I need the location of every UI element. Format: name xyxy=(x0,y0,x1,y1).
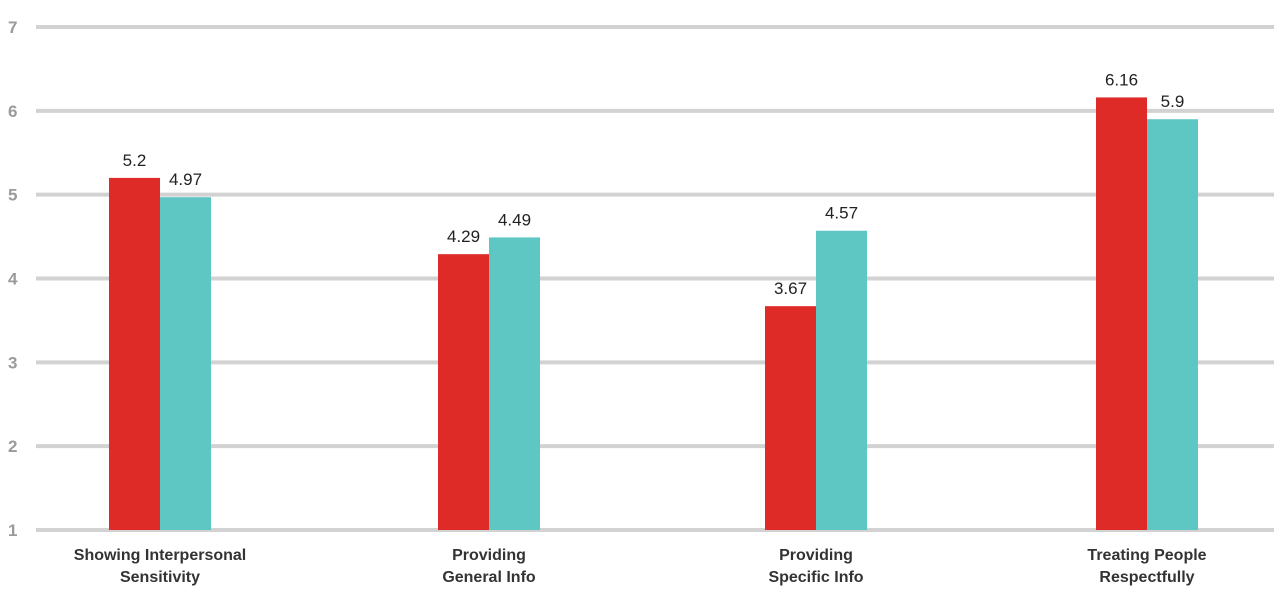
y-tick-label: 1 xyxy=(8,521,17,540)
data-label: 4.97 xyxy=(169,170,202,189)
data-label: 5.9 xyxy=(1161,92,1185,111)
bar xyxy=(1096,97,1147,531)
y-tick-label: 6 xyxy=(8,102,17,121)
y-tick-label: 2 xyxy=(8,437,17,456)
value-labels: 5.2 4.29 3.67 6.16 4.97 4.49 4.57 5.9 xyxy=(123,70,1185,298)
x-tick-label: Providing xyxy=(779,547,853,564)
category-labels: Showing Interpersonal Sensitivity Providin… xyxy=(74,547,1207,586)
x-tick-label: Treating People xyxy=(1087,547,1206,564)
y-tick-label: 7 xyxy=(8,18,17,37)
y-tick-label: 3 xyxy=(8,353,17,372)
y-tick-label: 4 xyxy=(8,270,18,289)
bar xyxy=(438,254,489,530)
bar xyxy=(160,197,211,530)
y-tick-label: 5 xyxy=(8,186,17,205)
data-label: 4.29 xyxy=(447,227,480,246)
x-tick-label: Specific Info xyxy=(768,569,863,586)
x-tick-label: Respectfully xyxy=(1099,569,1194,586)
gridlines xyxy=(36,25,1274,532)
bar xyxy=(816,230,867,530)
bar xyxy=(109,177,160,530)
x-tick-label: General Info xyxy=(442,569,536,586)
y-axis-ticks: 1 2 3 4 5 6 7 xyxy=(8,18,18,540)
x-tick-label: Sensitivity xyxy=(120,569,200,586)
data-label: 3.67 xyxy=(774,279,807,298)
data-label: 6.16 xyxy=(1105,70,1138,89)
bar xyxy=(765,306,816,530)
bar xyxy=(1147,119,1198,530)
data-label: 4.49 xyxy=(498,210,531,229)
bar xyxy=(489,237,540,530)
data-label: 4.57 xyxy=(825,204,858,223)
data-label: 5.2 xyxy=(123,151,147,170)
x-tick-label: Showing Interpersonal xyxy=(74,547,246,564)
bars xyxy=(109,97,1198,531)
x-tick-label: Providing xyxy=(452,547,526,564)
